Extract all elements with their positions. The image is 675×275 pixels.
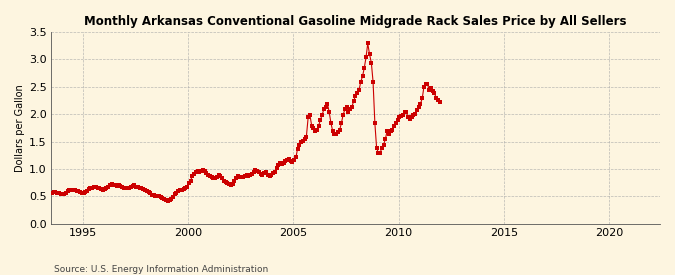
Y-axis label: Dollars per Gallon: Dollars per Gallon (15, 84, 25, 172)
Title: Monthly Arkansas Conventional Gasoline Midgrade Rack Sales Price by All Sellers: Monthly Arkansas Conventional Gasoline M… (84, 15, 627, 28)
Text: Source: U.S. Energy Information Administration: Source: U.S. Energy Information Administ… (54, 265, 268, 274)
